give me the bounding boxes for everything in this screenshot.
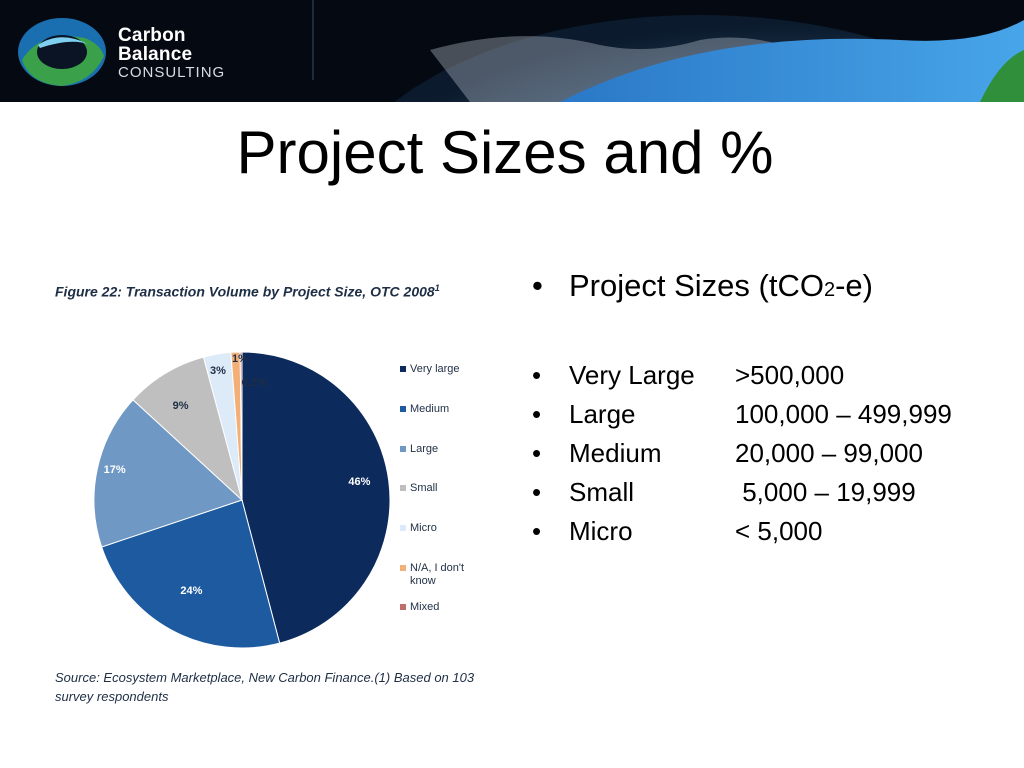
legend-label: Mixed bbox=[410, 601, 440, 613]
size-name: Small bbox=[569, 477, 635, 507]
logo-text: Carbon Balance CONSULTING bbox=[118, 26, 225, 81]
legend-label: Micro bbox=[410, 522, 437, 534]
legend-swatch bbox=[400, 485, 406, 491]
pie-slice-small bbox=[132, 356, 243, 502]
pie-chart: 46% 24% 17% 9% 3% 1% 0.2% bbox=[93, 351, 391, 649]
logo-icon bbox=[18, 18, 106, 86]
legend-swatch bbox=[400, 446, 406, 452]
logo-line-carbon: Carbon bbox=[118, 25, 186, 46]
pie-label: 9% bbox=[173, 400, 189, 412]
bullet-heading-text: Project Sizes (tCO2-e) bbox=[569, 268, 873, 308]
bullet-marker: • bbox=[532, 360, 542, 390]
bullet-marker: • bbox=[532, 399, 542, 429]
size-range: 100,000 – 499,999 bbox=[735, 399, 952, 429]
figure-source: Source: Ecosystem Marketplace, New Carbo… bbox=[55, 670, 475, 704]
bullet-row: • Small 5,000 – 19,999 bbox=[532, 477, 916, 507]
size-name: Micro bbox=[569, 516, 633, 546]
legend-swatch bbox=[400, 565, 406, 571]
legend-label: Medium bbox=[410, 403, 450, 415]
pie-slice-mixed bbox=[239, 351, 243, 501]
legend-label: N/A, I don't know bbox=[410, 562, 465, 587]
header-graphic bbox=[0, 0, 1024, 102]
heading-suffix: -e) bbox=[835, 268, 873, 303]
figure-title-text: Figure 22: Transaction Volume by Project… bbox=[55, 283, 435, 300]
logo-line-consulting: CONSULTING bbox=[118, 64, 226, 81]
bullet-marker: • bbox=[532, 268, 543, 303]
bullet-marker: • bbox=[532, 438, 542, 468]
logo-line-balance: Balance bbox=[118, 44, 193, 65]
legend-item: Medium bbox=[400, 403, 484, 416]
legend-item: Small bbox=[400, 482, 484, 495]
size-name: Large bbox=[569, 399, 636, 429]
pie-label: 17% bbox=[104, 464, 126, 476]
pie-label: 0.2% bbox=[241, 377, 266, 389]
heading-prefix: Project Sizes (tCO bbox=[569, 268, 824, 303]
figure-title: Figure 22: Transaction Volume by Project… bbox=[55, 278, 485, 302]
legend-item: Micro bbox=[400, 522, 484, 535]
legend-item: Large bbox=[400, 443, 484, 456]
bullet-row: • Micro < 5,000 bbox=[532, 516, 822, 546]
pie-slice-large bbox=[93, 399, 243, 548]
header-banner: Carbon Balance CONSULTING bbox=[0, 0, 1024, 102]
size-name: Very Large bbox=[569, 360, 695, 390]
bullet-row: • Medium 20,000 – 99,000 bbox=[532, 438, 923, 468]
legend-label: Large bbox=[410, 443, 439, 455]
bullet-heading: • Project Sizes (tCO2-e) bbox=[532, 268, 873, 308]
legend-label: Very large bbox=[410, 363, 460, 375]
legend-item: N/A, I don't know bbox=[400, 562, 484, 588]
legend-item: Very large bbox=[400, 363, 484, 376]
bullet-row: • Large 100,000 – 499,999 bbox=[532, 399, 952, 429]
bullet-row: • Very Large >500,000 bbox=[532, 360, 844, 390]
pie-slice-medium bbox=[101, 499, 281, 649]
pie-slice-very-large bbox=[241, 351, 391, 644]
pie-label: 1% bbox=[232, 353, 248, 365]
legend-label: Small bbox=[410, 482, 438, 494]
legend-swatch bbox=[400, 366, 406, 372]
figure-title-footnote: 1 bbox=[434, 283, 440, 293]
bullet-marker: • bbox=[532, 477, 542, 507]
legend-swatch bbox=[400, 604, 406, 610]
size-name: Medium bbox=[569, 438, 662, 468]
heading-subscript: 2 bbox=[823, 279, 836, 301]
bullet-marker: • bbox=[532, 516, 542, 546]
pie-label: 46% bbox=[348, 476, 370, 488]
legend-swatch bbox=[400, 406, 406, 412]
page-title: Project Sizes and % bbox=[236, 119, 774, 186]
pie-label: 24% bbox=[180, 585, 202, 597]
legend-item: Mixed bbox=[400, 601, 484, 614]
size-range: < 5,000 bbox=[735, 516, 823, 546]
size-range: 5,000 – 19,999 bbox=[735, 477, 916, 507]
size-range: 20,000 – 99,000 bbox=[735, 438, 923, 468]
size-range: >500,000 bbox=[735, 360, 845, 390]
pie-label: 3% bbox=[210, 365, 226, 377]
legend-swatch bbox=[400, 525, 406, 531]
